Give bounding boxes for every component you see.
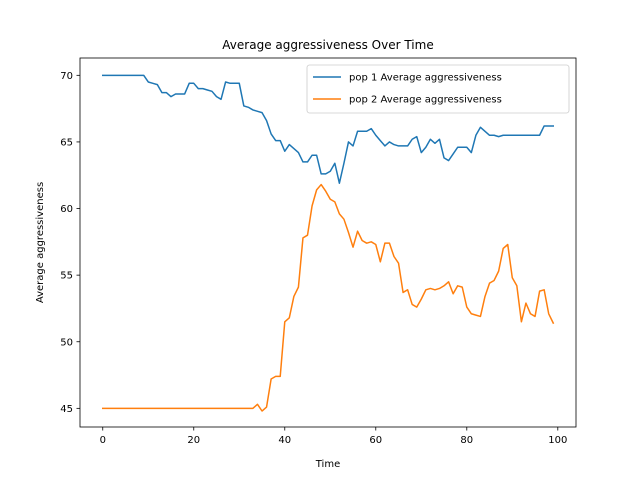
axes-border bbox=[79, 57, 577, 428]
x-axis: 0 20 40 60 80 100 bbox=[100, 427, 567, 446]
x-tick-label: 20 bbox=[187, 435, 200, 446]
y-axis: 45 50 55 60 65 70 bbox=[60, 71, 80, 415]
y-tick-label: 50 bbox=[60, 337, 73, 348]
y-tick-label: 70 bbox=[60, 71, 73, 82]
y-tick-label: 60 bbox=[60, 204, 73, 215]
series-line-pop-2 bbox=[102, 183, 555, 412]
x-tick-label: 100 bbox=[548, 435, 567, 446]
y-tick-label: 65 bbox=[60, 138, 73, 149]
y-tick-label: 55 bbox=[60, 271, 73, 282]
legend: pop 1 Average aggressiveness pop 2 Averag… bbox=[306, 64, 570, 114]
series-line-pop-1 bbox=[102, 74, 554, 184]
x-axis-label: Time bbox=[315, 459, 340, 470]
axes-frame bbox=[79, 57, 577, 428]
legend-box bbox=[306, 64, 570, 114]
x-tick-label: 40 bbox=[278, 435, 291, 446]
plot-area bbox=[80, 58, 576, 427]
legend-label-pop-1: pop 1 Average aggressiveness bbox=[349, 73, 502, 84]
y-tick-label: 45 bbox=[60, 404, 73, 415]
x-tick-label: 0 bbox=[100, 435, 106, 446]
x-tick-label: 60 bbox=[369, 435, 382, 446]
chart-title: Average aggressiveness Over Time bbox=[222, 38, 433, 52]
legend-label-pop-2: pop 2 Average aggressiveness bbox=[349, 95, 502, 106]
y-axis-label: Average aggressiveness bbox=[35, 182, 46, 303]
x-tick-label: 80 bbox=[460, 435, 473, 446]
series-lines bbox=[102, 74, 555, 412]
